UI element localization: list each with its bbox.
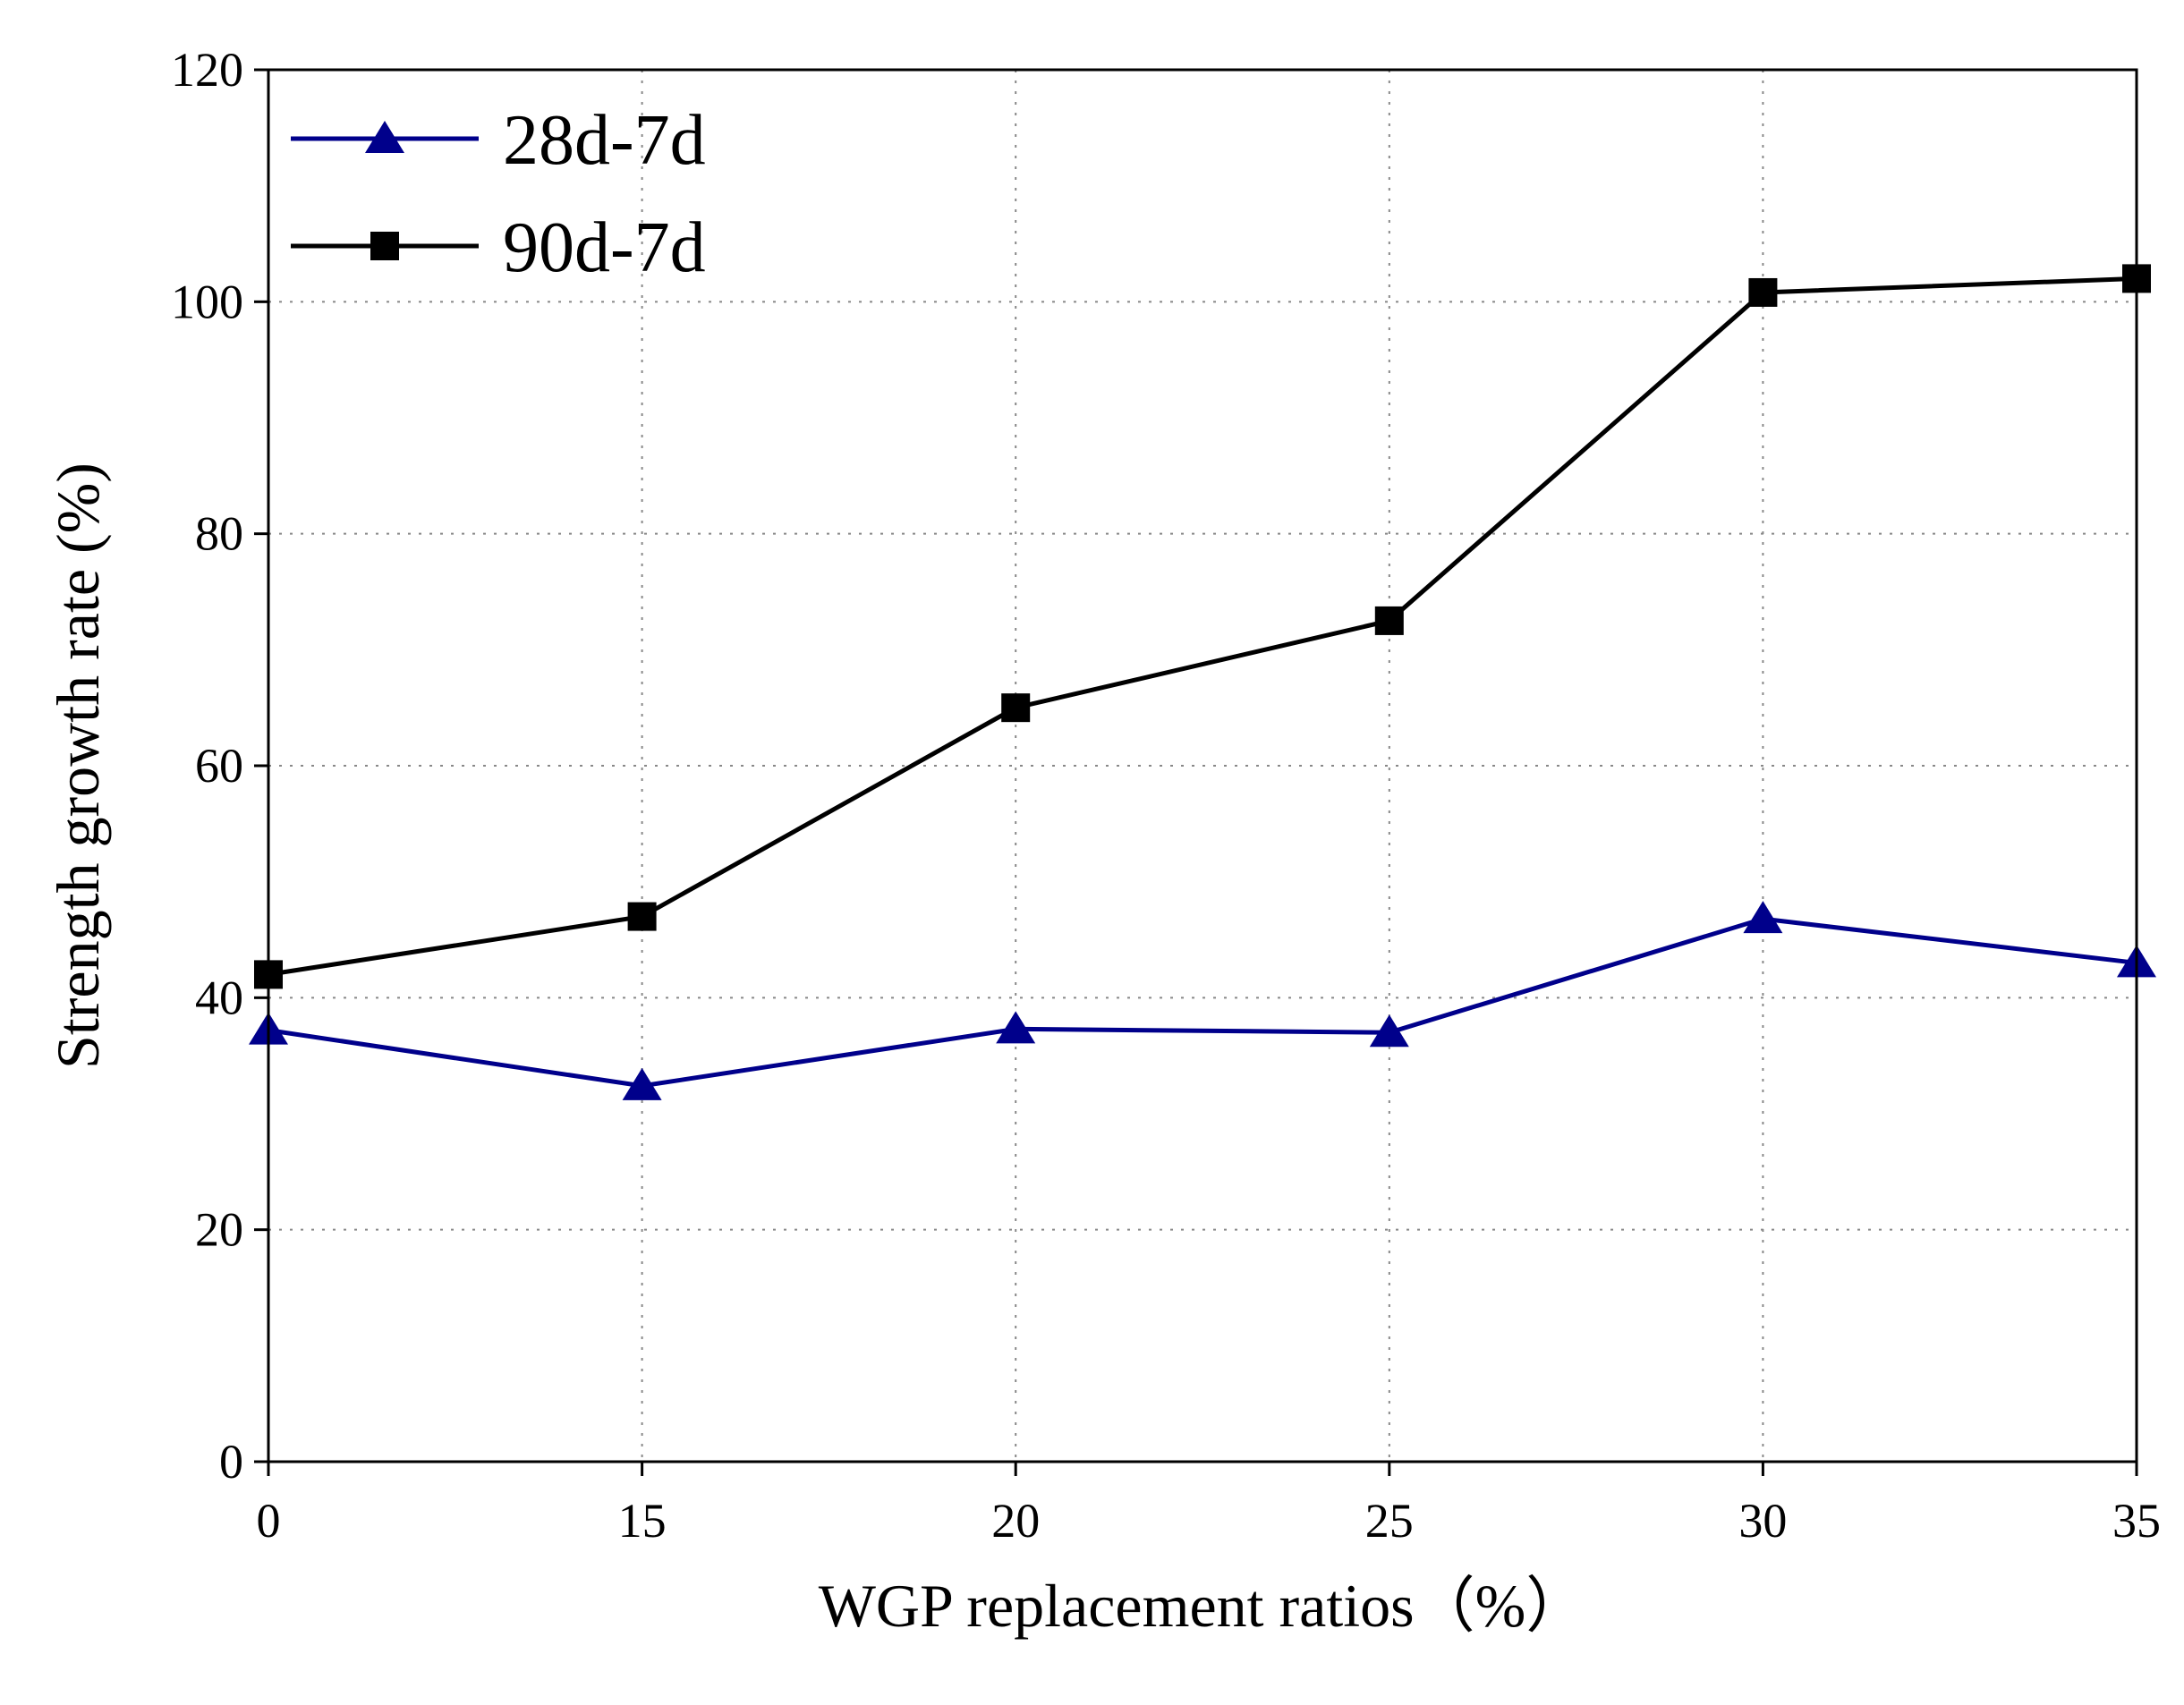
y-tick-label: 0 (219, 1435, 243, 1489)
series-layer (249, 264, 2156, 1100)
data-point (1369, 1014, 1409, 1048)
data-point (1001, 693, 1031, 723)
x-tick-label: 20 (991, 1494, 1040, 1548)
legend-entry: 90d-7d (291, 208, 706, 287)
grid-lines (268, 70, 2137, 1462)
legend-label: 90d-7d (503, 208, 706, 287)
series-90d-7d (254, 264, 2151, 989)
y-tick-label: 60 (195, 739, 243, 793)
x-tick-label: 25 (1365, 1494, 1414, 1548)
series-line (268, 276, 2137, 977)
x-tick-label: 30 (1738, 1494, 1787, 1548)
axis-ticks: 0 20 40 60 80 100 120 0 15 20 25 30 35 (171, 43, 2161, 1548)
series-line (268, 916, 2137, 1089)
data-point (996, 1011, 1036, 1044)
legend-entry: 28d-7d (291, 101, 706, 180)
y-tick-label: 120 (171, 43, 243, 97)
legend-marker (370, 232, 399, 260)
data-point (622, 1067, 662, 1100)
y-tick-label: 80 (195, 507, 243, 561)
y-tick-label: 20 (195, 1203, 243, 1257)
legend-marker (365, 121, 404, 153)
series-28d-7d (249, 901, 2156, 1100)
x-tick-label: 35 (2112, 1494, 2161, 1548)
y-axis-title: Strength growth rate (%) (44, 462, 112, 1069)
data-point (627, 902, 657, 931)
x-tick-label: 15 (618, 1494, 667, 1548)
x-tick-label: 0 (257, 1494, 281, 1548)
legend-label: 28d-7d (503, 101, 706, 180)
data-point (1748, 277, 1778, 307)
y-tick-label: 40 (195, 971, 243, 1024)
legend: 28d-7d 90d-7d (291, 101, 706, 287)
y-tick-label: 100 (171, 275, 243, 328)
x-axis-title: WGP replacement ratios（%） (819, 1572, 1587, 1640)
data-point (1374, 606, 1404, 635)
data-point (1743, 901, 1783, 934)
